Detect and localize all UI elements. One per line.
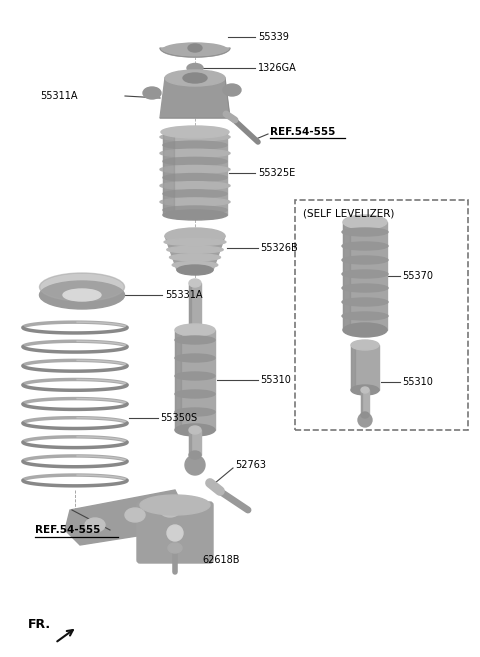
Ellipse shape [163, 190, 227, 198]
Ellipse shape [223, 84, 241, 96]
Ellipse shape [189, 426, 201, 434]
Ellipse shape [342, 284, 388, 292]
Ellipse shape [189, 279, 201, 287]
Bar [189, 430, 191, 455]
Bar [343, 222, 387, 330]
Text: 52763: 52763 [235, 460, 266, 470]
Text: 55326B: 55326B [260, 243, 298, 253]
Ellipse shape [175, 336, 215, 344]
Ellipse shape [167, 525, 183, 541]
Ellipse shape [185, 455, 205, 475]
Bar [343, 222, 349, 330]
Polygon shape [165, 236, 225, 270]
Ellipse shape [342, 270, 388, 278]
Ellipse shape [85, 518, 105, 532]
Ellipse shape [63, 289, 101, 301]
Text: 55325E: 55325E [258, 168, 295, 178]
Ellipse shape [172, 261, 218, 269]
Ellipse shape [342, 228, 388, 236]
Ellipse shape [160, 133, 230, 141]
Bar [163, 132, 227, 215]
Bar [351, 345, 355, 390]
Ellipse shape [125, 508, 145, 522]
Text: 55350S: 55350S [160, 413, 197, 423]
Bar [163, 132, 174, 215]
Text: FR.: FR. [28, 618, 51, 631]
Ellipse shape [165, 228, 225, 244]
Ellipse shape [163, 141, 227, 149]
Text: 55331A: 55331A [165, 290, 203, 300]
Ellipse shape [189, 451, 201, 459]
Ellipse shape [160, 166, 230, 173]
Bar [189, 283, 201, 330]
Ellipse shape [358, 413, 372, 427]
Ellipse shape [351, 340, 379, 350]
Ellipse shape [343, 323, 387, 337]
Text: REF.54-555: REF.54-555 [35, 525, 100, 535]
Ellipse shape [160, 182, 230, 190]
Ellipse shape [165, 70, 225, 86]
FancyBboxPatch shape [295, 200, 468, 430]
Polygon shape [160, 78, 230, 118]
Bar [175, 330, 215, 430]
Bar [361, 390, 362, 415]
Ellipse shape [160, 503, 180, 517]
Ellipse shape [351, 385, 379, 395]
Ellipse shape [342, 298, 388, 306]
Ellipse shape [169, 254, 220, 261]
Ellipse shape [183, 73, 207, 83]
Ellipse shape [39, 273, 124, 301]
Ellipse shape [163, 173, 227, 181]
Ellipse shape [163, 157, 227, 166]
Text: 55310: 55310 [260, 375, 291, 385]
Text: 55310: 55310 [402, 377, 433, 387]
Ellipse shape [361, 412, 369, 418]
Bar [351, 345, 379, 390]
Ellipse shape [160, 198, 230, 206]
Text: 55311A: 55311A [40, 91, 77, 101]
Polygon shape [160, 48, 230, 57]
Ellipse shape [175, 354, 215, 362]
Ellipse shape [39, 281, 124, 309]
Ellipse shape [143, 87, 161, 99]
Bar [175, 330, 181, 430]
Ellipse shape [160, 149, 230, 157]
Ellipse shape [343, 215, 387, 229]
Ellipse shape [188, 44, 202, 52]
Ellipse shape [187, 64, 203, 72]
Text: 55370: 55370 [402, 271, 433, 281]
FancyBboxPatch shape [137, 502, 213, 563]
Ellipse shape [342, 242, 388, 250]
Ellipse shape [163, 43, 228, 57]
Text: 62618B: 62618B [202, 555, 240, 565]
Ellipse shape [342, 256, 388, 264]
Bar [189, 283, 191, 330]
Text: 55339: 55339 [258, 32, 289, 42]
Ellipse shape [140, 495, 210, 515]
Text: 1326GA: 1326GA [258, 63, 297, 73]
Ellipse shape [189, 326, 201, 334]
Ellipse shape [175, 408, 215, 416]
Ellipse shape [163, 206, 227, 214]
Ellipse shape [167, 246, 223, 253]
Ellipse shape [177, 265, 213, 275]
Ellipse shape [164, 238, 226, 246]
Bar [361, 390, 369, 415]
Polygon shape [65, 490, 185, 545]
Bar [189, 430, 201, 455]
Ellipse shape [175, 324, 215, 336]
Text: (SELF LEVELIZER): (SELF LEVELIZER) [303, 209, 395, 219]
Ellipse shape [175, 424, 215, 436]
Ellipse shape [163, 210, 227, 220]
Text: REF.54-555: REF.54-555 [270, 127, 336, 137]
Ellipse shape [361, 387, 369, 393]
Ellipse shape [342, 312, 388, 320]
Ellipse shape [175, 390, 215, 398]
Ellipse shape [175, 372, 215, 380]
Ellipse shape [161, 126, 229, 138]
Ellipse shape [168, 543, 182, 553]
